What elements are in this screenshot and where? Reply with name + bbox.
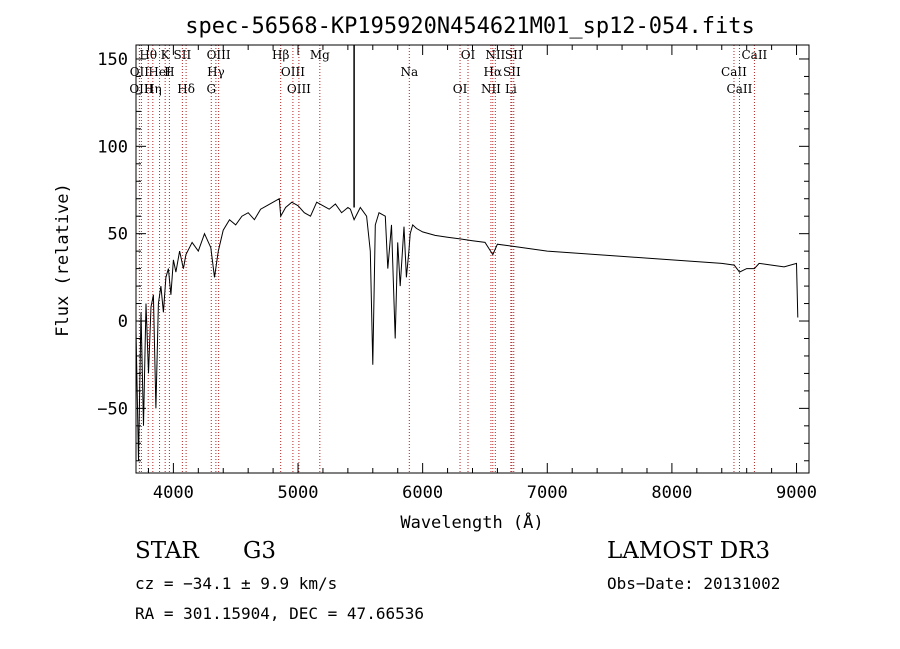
spectral-line-label: Hα xyxy=(484,65,503,79)
spectrum-line xyxy=(135,197,799,461)
y-tick-label: 50 xyxy=(108,225,128,245)
spectral-line-label: Hη xyxy=(144,82,162,96)
spectral-line-label: Li xyxy=(505,82,517,96)
spectral-line-label: H xyxy=(164,65,174,79)
spectral-line-label: Hθ xyxy=(139,48,157,62)
spectral-line-label: CaII xyxy=(741,48,767,62)
redshift-text: cz = −34.1 ± 9.9 km/s xyxy=(135,574,338,593)
spectral-line-label: HeI xyxy=(148,65,171,79)
spectral-line-label: CaII xyxy=(721,65,747,79)
spectral-line-label: G xyxy=(206,82,216,96)
spectral-line-label: SII xyxy=(505,48,523,62)
y-tick-label: −50 xyxy=(97,399,128,419)
x-axis-ticks: 4000 5000 6000 7000 8000 9000 xyxy=(147,45,817,503)
coords-text: RA = 301.15904, DEC = 47.66536 xyxy=(135,604,424,623)
spectral-line-label: Na xyxy=(400,65,418,79)
spectral-line-label: OI xyxy=(461,48,476,62)
y-tick-label: 0 xyxy=(118,312,128,332)
object-subclass: G3 xyxy=(243,538,277,564)
spectral-line-label: K xyxy=(161,48,171,62)
spectral-line-label: OIII xyxy=(281,65,305,79)
y-tick-label: 100 xyxy=(97,137,128,157)
spectral-lines-layer: HθOIIOIIIKHeIHηSIIHHδOIIIHγGHβOIIIOIIIMg… xyxy=(129,45,768,473)
spectral-line-label: Hγ xyxy=(207,65,225,79)
y-axis-ticks: −50 0 50 100 150 xyxy=(97,50,809,462)
spectral-line-label: CaII xyxy=(727,82,753,96)
spectral-line-label: SII xyxy=(503,65,521,79)
spectral-line-label: Hδ xyxy=(177,82,195,96)
y-axis-label: Flux (relative) xyxy=(53,183,73,337)
object-class: STAR xyxy=(135,538,199,564)
x-tick-label: 6000 xyxy=(402,483,443,503)
spectrum-series-layer xyxy=(135,45,799,461)
y-tick-label: 150 xyxy=(97,50,128,70)
chart-title: spec-56568-KP195920N454621M01_sp12-054.f… xyxy=(185,14,755,39)
spectral-line-label: OIII xyxy=(129,82,153,96)
spectral-line-label: NII xyxy=(485,48,505,62)
x-tick-label: 7000 xyxy=(527,483,568,503)
spectral-line-label: SII xyxy=(174,48,192,62)
survey-name: LAMOST DR3 xyxy=(607,538,771,564)
spectral-line-label: OII xyxy=(130,65,150,79)
x-axis-label: Wavelength (Å) xyxy=(400,511,543,533)
spectral-line-label: OI xyxy=(453,82,468,96)
spectral-line-label: NII xyxy=(481,82,501,96)
spectral-line-label: Hβ xyxy=(272,48,289,62)
spectral-line-label: OIII xyxy=(207,48,231,62)
obs-date-text: Obs−Date: 20131002 xyxy=(607,574,781,593)
spectral-line-label: Mg xyxy=(310,48,330,62)
x-tick-label: 4000 xyxy=(153,483,194,503)
x-tick-label: 9000 xyxy=(776,483,817,503)
plot-frame xyxy=(135,44,810,474)
spectral-line-label: OIII xyxy=(287,82,311,96)
x-tick-label: 8000 xyxy=(651,483,692,503)
x-tick-label: 5000 xyxy=(278,483,319,503)
